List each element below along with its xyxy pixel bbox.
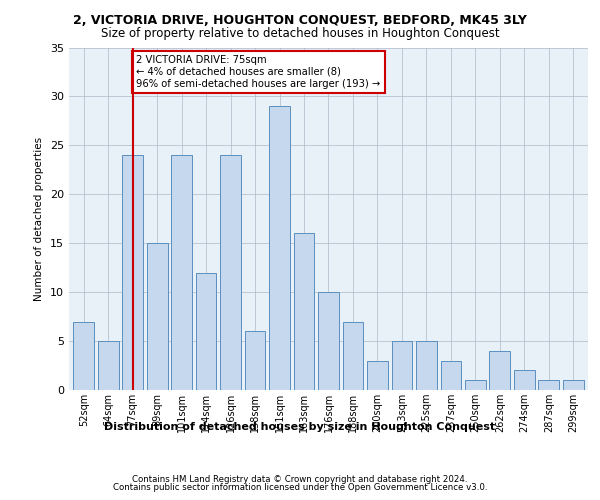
Bar <box>269 106 290 390</box>
Bar <box>465 380 486 390</box>
Text: Contains public sector information licensed under the Open Government Licence v3: Contains public sector information licen… <box>113 484 487 492</box>
Bar <box>416 341 437 390</box>
Bar <box>73 322 94 390</box>
Text: 2 VICTORIA DRIVE: 75sqm
← 4% of detached houses are smaller (8)
96% of semi-deta: 2 VICTORIA DRIVE: 75sqm ← 4% of detached… <box>136 56 380 88</box>
Bar <box>196 272 217 390</box>
Bar <box>490 351 510 390</box>
Bar <box>122 155 143 390</box>
Bar <box>392 341 412 390</box>
Bar <box>563 380 584 390</box>
Bar <box>318 292 339 390</box>
Bar <box>245 332 265 390</box>
Bar <box>440 360 461 390</box>
Bar <box>343 322 364 390</box>
Bar <box>538 380 559 390</box>
Text: Contains HM Land Registry data © Crown copyright and database right 2024.: Contains HM Land Registry data © Crown c… <box>132 475 468 484</box>
Text: Distribution of detached houses by size in Houghton Conquest: Distribution of detached houses by size … <box>104 422 496 432</box>
Bar <box>220 155 241 390</box>
Bar <box>147 243 167 390</box>
Bar <box>367 360 388 390</box>
Text: Size of property relative to detached houses in Houghton Conquest: Size of property relative to detached ho… <box>101 28 499 40</box>
Bar <box>98 341 119 390</box>
Bar <box>514 370 535 390</box>
Bar <box>171 155 192 390</box>
Text: 2, VICTORIA DRIVE, HOUGHTON CONQUEST, BEDFORD, MK45 3LY: 2, VICTORIA DRIVE, HOUGHTON CONQUEST, BE… <box>73 14 527 27</box>
Bar <box>293 234 314 390</box>
Y-axis label: Number of detached properties: Number of detached properties <box>34 136 44 301</box>
